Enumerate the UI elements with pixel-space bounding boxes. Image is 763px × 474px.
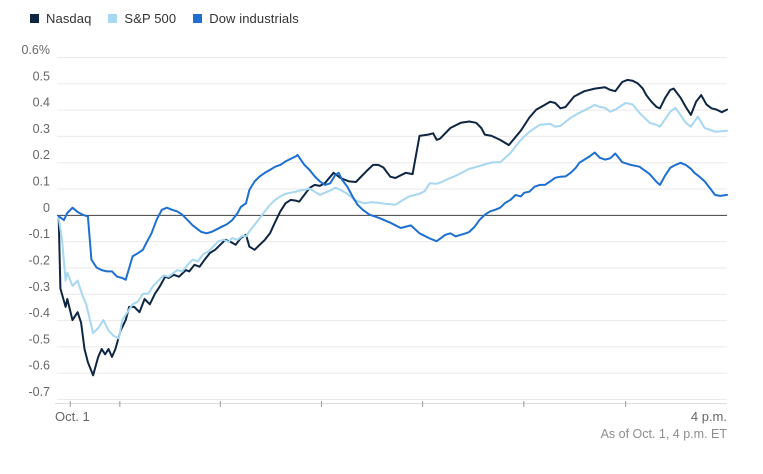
x-axis-start-label: Oct. 1 <box>55 409 90 424</box>
series-line-nasdaq <box>57 78 728 377</box>
y-axis-tick-label: -0.2 <box>28 253 50 267</box>
legend-label-dow: Dow industrials <box>209 11 299 26</box>
y-axis-tick-label: -0.3 <box>28 280 50 294</box>
legend-item-sp500: S&P 500 <box>108 11 176 26</box>
legend-label-nasdaq: Nasdaq <box>46 11 92 26</box>
y-axis-tick-label: 0.5 <box>33 69 50 83</box>
y-axis-tick-label: 0.1 <box>33 175 50 189</box>
y-axis-tick-label: -0.4 <box>28 306 50 320</box>
x-axis-end-label: 4 p.m. <box>690 409 727 424</box>
legend-item-dow: Dow industrials <box>193 11 299 26</box>
series-line-dow-industrials <box>57 151 728 281</box>
y-axis-tick-label: 0.4 <box>33 96 50 110</box>
sp500-swatch-icon <box>108 14 118 23</box>
y-axis-tick-label: -0.7 <box>28 385 50 399</box>
legend-item-nasdaq: Nasdaq <box>30 11 91 26</box>
as-of-footnote: As of Oct. 1, 4 p.m. ET <box>600 427 727 441</box>
series-line-s-p-500 <box>57 102 728 340</box>
y-axis-tick-label: -0.6 <box>28 359 50 373</box>
y-axis-tick-label: 0.2 <box>33 148 50 162</box>
y-axis-tick-label: 0.6% <box>22 43 51 57</box>
chart-legend: Nasdaq S&P 500 Dow industrials <box>30 11 299 26</box>
dow-swatch-icon <box>193 14 203 23</box>
y-axis-tick-label: -0.5 <box>28 332 50 346</box>
nasdaq-swatch-icon <box>30 14 39 23</box>
y-axis-tick-label: 0.3 <box>33 122 50 136</box>
y-axis-tick-label: -0.1 <box>28 227 50 241</box>
y-axis-tick-label: 0 <box>43 201 50 215</box>
legend-label-sp500: S&P 500 <box>124 11 177 26</box>
